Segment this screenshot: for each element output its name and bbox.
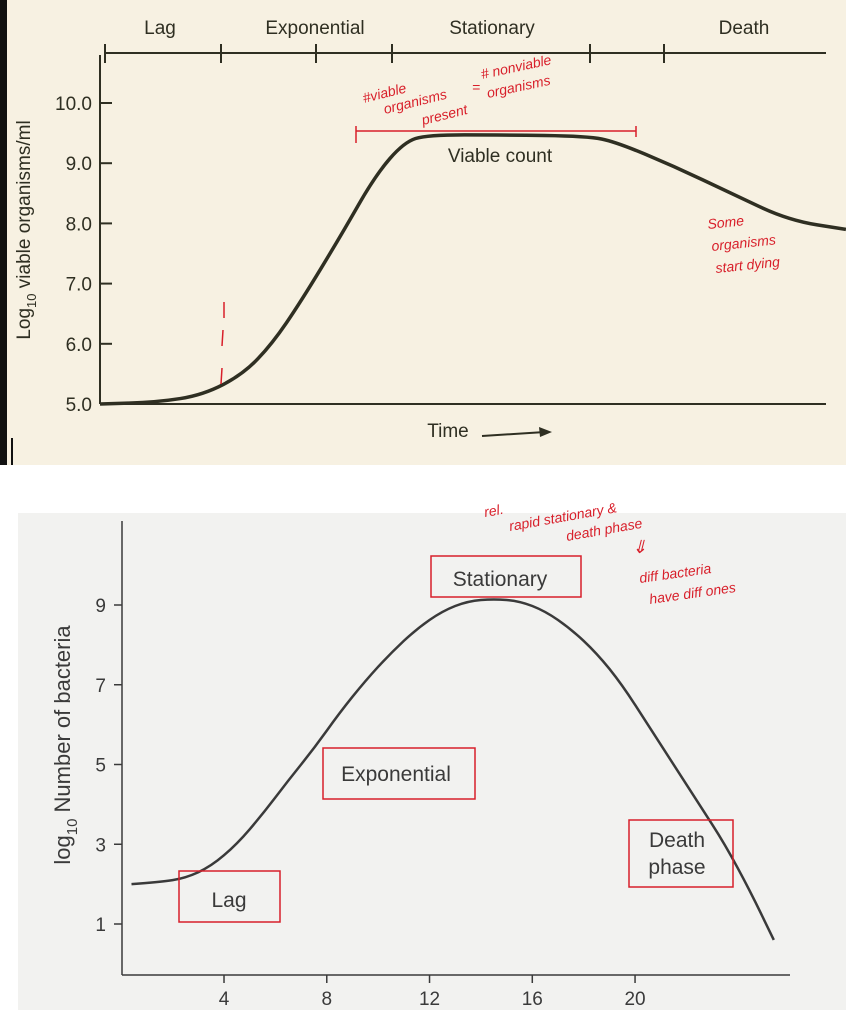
y-tick-label: 8.0	[66, 214, 92, 235]
x-tick-label: 20	[624, 989, 645, 1010]
box-exponential-label: Exponential	[341, 763, 451, 786]
chart-background	[0, 0, 846, 465]
x-axis-label: Time	[427, 421, 469, 442]
box-lag-label: Lag	[211, 889, 246, 912]
phase-label-lag: Lag	[144, 18, 176, 39]
chart-background	[18, 513, 846, 1010]
y-tick-label: 5.0	[66, 395, 92, 416]
red-exp-start-mark-3	[220, 367, 223, 385]
y-tick-label: 9	[95, 596, 106, 617]
phase-ticks	[104, 44, 665, 63]
y-tick-label: 7.0	[66, 275, 92, 296]
bacteria-curve	[131, 598, 775, 941]
y-tick-label: 10.0	[55, 94, 92, 115]
y-tick-label: 6.0	[66, 335, 92, 356]
left-border-bar	[0, 0, 7, 465]
y-axis-label: log10 Number of bacteria	[50, 625, 81, 865]
y-tick-label: 9.0	[66, 154, 92, 175]
note-equals: =	[472, 79, 480, 95]
viable-count-label: Viable count	[448, 146, 553, 167]
note-rel: rel.	[483, 501, 505, 520]
time-arrow	[481, 427, 552, 437]
y-ticks: 5.0 6.0 7.0 8.0 9.0 10.0	[55, 94, 112, 416]
x-tick-label: 16	[522, 989, 543, 1010]
viable-count-curve	[99, 133, 846, 406]
box-stationary-label: Stationary	[453, 568, 548, 591]
box-lag	[178, 870, 281, 923]
x-ticks: 4 8 12 16 20	[219, 975, 646, 1010]
note-dying-1: Some	[707, 212, 745, 232]
y-tick-label: 1	[95, 915, 106, 936]
growth-curve-chart-top: Lag Exponential Stationary Death 5.0 6.0 7…	[0, 0, 846, 465]
y-axis-label: Log10 viable organisms/ml	[14, 120, 39, 339]
y-tick-label: 7	[95, 676, 106, 697]
y-ticks: 1 3 5 7 9	[95, 596, 122, 936]
red-exp-start-mark-2	[221, 329, 224, 347]
box-death-phase	[628, 819, 734, 888]
note-dying-3: start dying	[715, 253, 781, 276]
box-stationary	[430, 555, 582, 598]
phase-label-death: Death	[719, 18, 770, 39]
x-tick-label: 4	[219, 989, 230, 1010]
box-death-label: Death	[649, 829, 705, 852]
box-exponential	[322, 747, 476, 800]
note-dying-2: organisms	[711, 231, 777, 254]
phase-label-exponential: Exponential	[265, 18, 364, 39]
x-tick-label: 12	[419, 989, 440, 1010]
y-tick-label: 3	[95, 835, 106, 856]
note-arrow: ⇓	[632, 537, 647, 557]
y-tick-label: 5	[95, 756, 106, 777]
x-tick-label: 8	[321, 989, 332, 1010]
box-phase-label: phase	[648, 856, 705, 879]
phase-label-stationary: Stationary	[449, 18, 535, 39]
